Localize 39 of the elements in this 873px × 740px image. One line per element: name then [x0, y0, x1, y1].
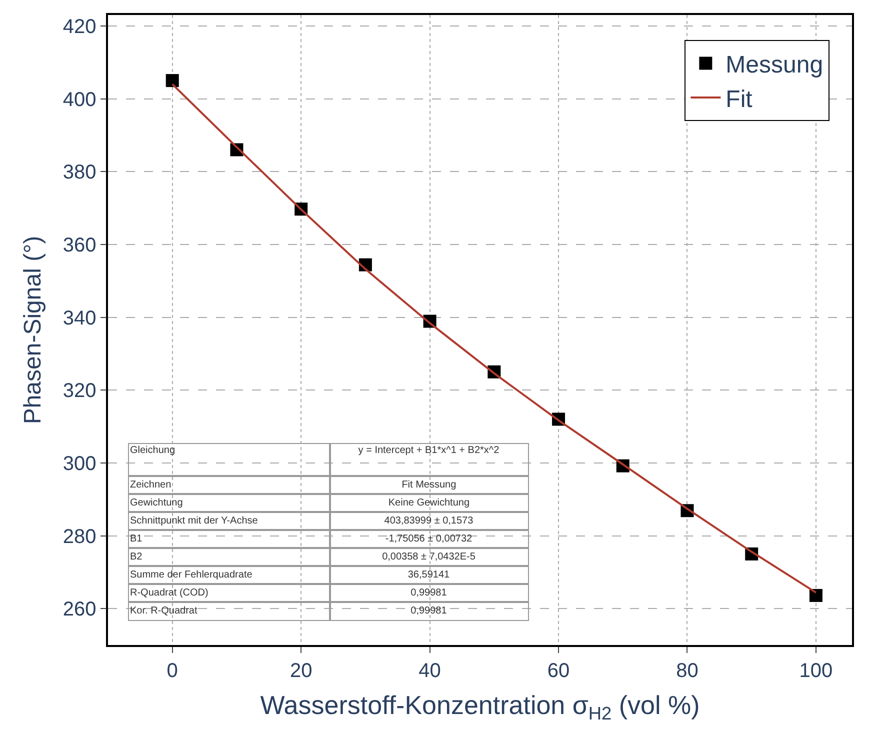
y-tick-label: 420 [62, 16, 96, 38]
annotation: -1,75056 ± 0,00732 [385, 534, 473, 544]
annotation: Zeichnen [130, 480, 172, 490]
x-tick-label: 100 [799, 660, 833, 682]
annotation: 36,59141 [408, 570, 450, 580]
y-tick-label: 300 [62, 452, 96, 475]
x-tick-label: 20 [290, 660, 312, 682]
x-axis-title: Wasserstoff-Konzentration σ$_{H2}$ (vol %) [260, 690, 700, 724]
x-tick-label: 80 [676, 660, 698, 682]
annotation: 403,83999 ± 0,1573 [384, 516, 474, 526]
x-tick-label: 40 [418, 660, 441, 682]
annotation: Summe der Fehlerquadrate [130, 570, 253, 580]
annotation: Fit Messung [402, 480, 456, 490]
annotation: Gleichung [130, 445, 176, 456]
annotation: 0,00358 ± 7,0432E-5 [382, 552, 476, 562]
annotation: 0,99981 [410, 588, 448, 598]
x-tick-label: 60 [547, 660, 570, 682]
point [809, 588, 822, 602]
annotation: Gewichtung [130, 498, 183, 508]
y-tick-label: 380 [62, 162, 96, 184]
annotation: B2 [130, 552, 143, 562]
annotation: Schnittpunkt mit der Y-Achse [130, 516, 258, 526]
legend-label: Messung [726, 52, 824, 79]
y-tick-label: 340 [62, 307, 96, 330]
legend-label: Fit [726, 86, 753, 113]
y-tick-label: 360 [62, 234, 96, 256]
x-tick-label: 0 [166, 660, 178, 682]
annotation: Keine Gewichtung [388, 498, 470, 508]
annotation: Kor. R-Quadrat [130, 606, 198, 616]
annotation: B1 [130, 534, 143, 544]
y-axis-title: Phasen-Signal (°) [19, 236, 46, 424]
annotation: y = Intercept + B1*x^1 + B2*x^2 [358, 445, 500, 456]
point [166, 74, 179, 88]
y-tick-label: 260 [62, 598, 96, 621]
annotation: 0,99981 [410, 606, 448, 616]
y-tick-label: 400 [62, 88, 96, 111]
y-tick-label: 320 [62, 380, 96, 402]
y-tick-label: 280 [62, 526, 96, 548]
annotation: R-Quadrat (COD) [130, 588, 208, 598]
